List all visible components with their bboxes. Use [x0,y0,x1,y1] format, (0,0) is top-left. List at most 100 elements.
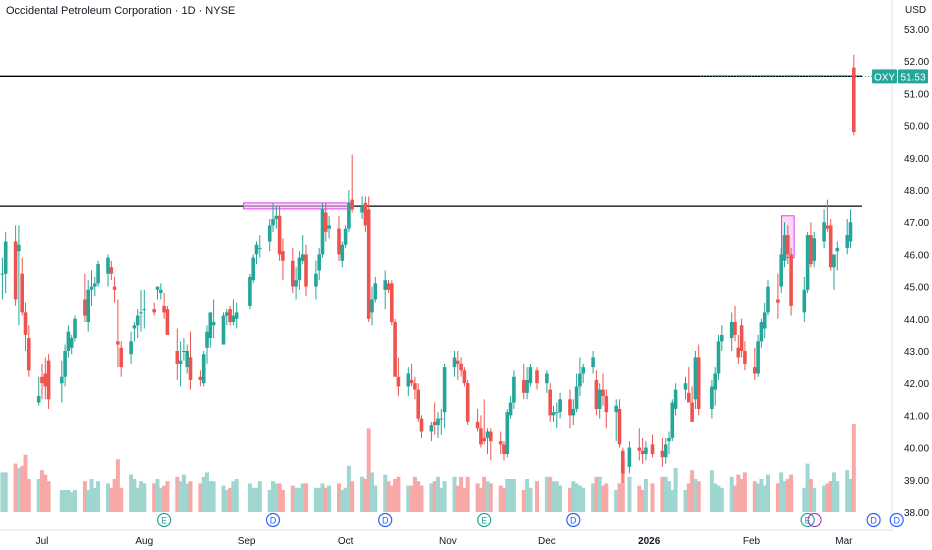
event-marker-label: E [805,516,811,526]
event-marker-circle [866,512,881,528]
candle-body [459,363,463,371]
candle-body [809,235,813,265]
candle-body [462,370,467,384]
candle-body [383,280,387,290]
candle-body [281,251,285,261]
y-tick-label: 53.00 [904,25,929,36]
volume-bar [132,479,137,512]
candle-body [40,376,44,384]
candle-body [637,447,642,451]
candle-body [601,389,605,397]
volume-bar [498,485,503,512]
volume-bar [554,481,559,512]
candle-body [152,309,156,313]
candle-body [640,450,645,455]
candle-body [340,244,345,261]
volume-bar [429,483,434,512]
candle-body [667,437,671,442]
y-tick-label: 48.00 [904,186,929,197]
last-price-label-box [898,69,928,84]
volume-bar [690,470,695,512]
volume-bar [254,487,259,512]
candle-body [845,235,849,248]
candle-body [393,322,397,377]
y-tick-label: 43.00 [904,347,929,358]
candle-body [390,283,394,323]
candle-body [766,286,770,313]
candle-body [327,225,331,229]
volume-bar [370,472,374,512]
candle-body [36,396,41,403]
candle-body [498,441,503,445]
candle-body [178,360,183,364]
volume-bar [766,474,770,512]
last-price-label: 51.53 [900,72,925,83]
event-marker-circle [378,512,393,528]
volume-bar [693,479,698,512]
volume-bar [742,472,747,512]
candle-body [324,212,328,232]
candle-body [208,312,213,339]
volume-bar [594,476,599,512]
event-marker-label: D [570,516,577,526]
volume-bar [201,476,206,512]
x-tick-label: 2026 [638,536,661,547]
volume-bar [528,487,533,512]
volume-bar [548,476,553,512]
volume-bar [294,487,299,512]
volume-bar [396,476,401,512]
volume-bar [366,428,371,512]
candle-body [597,389,602,409]
candle-body [109,267,114,274]
candle-body [83,299,87,316]
volume-bar [267,490,272,512]
event-marker-label: D [382,516,389,526]
candle-body [182,351,186,352]
candle-body [776,299,780,303]
candle-body [696,357,701,409]
volume-bar [812,487,817,512]
candle-body [43,373,48,387]
volume-bar [442,481,447,512]
candle-body [350,199,354,210]
volume-bar [439,487,444,512]
y-tick-label: 51.00 [904,89,929,100]
volume-bar [320,483,325,512]
volume-bar [3,472,8,512]
volume-bar [211,481,216,512]
volume-bar [756,483,761,512]
candle-body [142,309,147,311]
volume-bar [158,487,163,512]
volume-bar [729,476,734,512]
candle-body [456,360,460,364]
candle-body [231,315,236,323]
volume-bar [115,459,120,512]
candle-body [663,444,668,458]
candle-body [852,67,856,133]
candle-body [465,383,470,422]
volume-bar [436,476,440,512]
candle-body [571,408,576,416]
candle-body [419,418,424,432]
volume-bar [340,490,345,512]
candle-body [69,338,74,348]
candle-body [211,322,216,326]
candle-body [614,405,618,413]
candle-body [436,418,440,426]
candle-body [502,444,506,455]
volume-bar [389,485,394,512]
volume-bar [782,481,787,512]
volume-bar [373,485,378,512]
candle-body [73,318,77,339]
volume-bar [271,481,275,512]
volume-bar [643,479,648,512]
volume-bar [673,468,678,512]
candle-body [670,402,675,438]
volume-bar [165,481,170,512]
volume-bar [313,487,318,512]
volume-bar [36,479,41,512]
y-tick-label: 50.00 [904,122,929,133]
volume-bar [162,485,167,512]
chart-title: Occidental Petroleum Corporation · 1D · … [6,5,236,17]
